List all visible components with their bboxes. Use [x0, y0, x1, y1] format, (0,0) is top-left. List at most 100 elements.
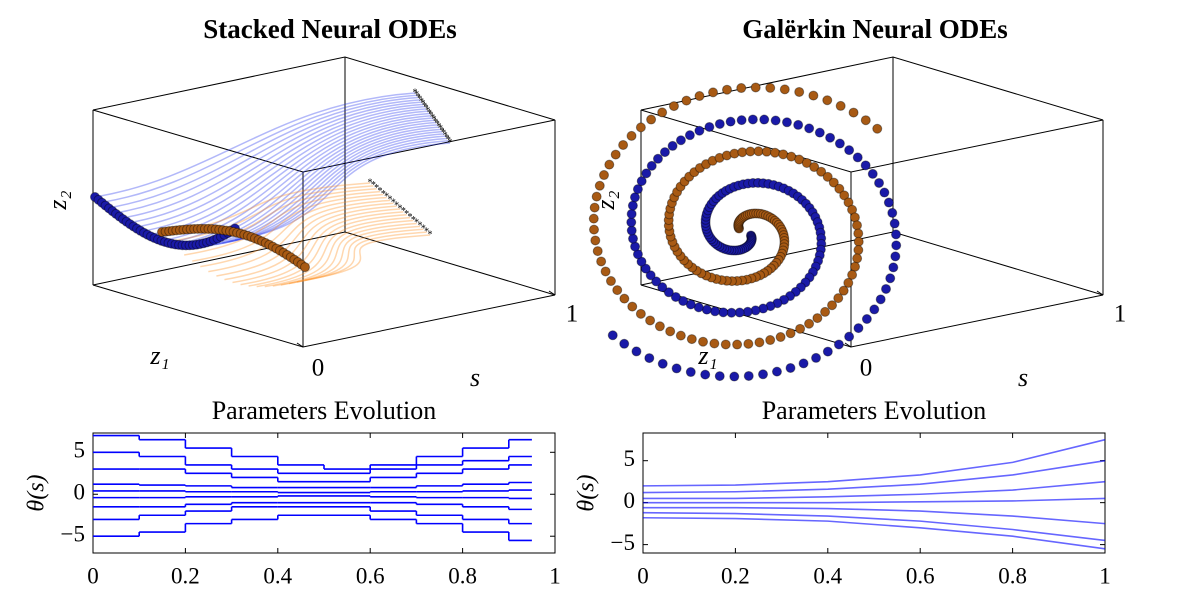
state-point [718, 307, 729, 318]
trajectory [280, 225, 421, 286]
state-point [646, 160, 657, 171]
state-point [709, 338, 720, 349]
end-marker: * [428, 110, 433, 121]
state-point [675, 135, 686, 146]
trajectory [264, 219, 414, 288]
state-point [670, 291, 681, 302]
state-point [645, 315, 656, 326]
state-point [726, 307, 737, 318]
state-point [628, 233, 639, 244]
state-point [675, 330, 686, 341]
state-point [844, 145, 855, 156]
state-point [644, 353, 655, 364]
trajectory [190, 126, 439, 249]
state-point [804, 123, 815, 134]
state-point [785, 328, 796, 339]
state-point [652, 153, 663, 164]
y-axis-label: z₁ [149, 341, 169, 370]
series-line [642, 459, 1106, 494]
state-point [833, 293, 844, 304]
state-point [685, 367, 696, 378]
state-point [827, 300, 838, 311]
state-point [636, 256, 647, 267]
state-point [626, 225, 637, 236]
state-point [860, 115, 871, 126]
end-marker: * [436, 121, 441, 132]
state-point [887, 207, 898, 218]
state-point [879, 187, 890, 198]
end-marker: * [424, 226, 429, 237]
state-point [732, 339, 743, 350]
state-point [881, 283, 892, 294]
state-point [657, 358, 668, 369]
trajectory [113, 99, 420, 214]
state-point [770, 115, 781, 126]
state-point [860, 160, 871, 171]
chart-title: Stacked Neural ODEs [203, 14, 457, 44]
trajectory [107, 96, 419, 209]
state-point [839, 190, 850, 201]
trajectory [234, 142, 451, 241]
chart-title: Galërkin Neural ODEs [742, 14, 1008, 44]
state-point [851, 220, 862, 231]
state-point [822, 171, 833, 182]
x-tick [844, 342, 852, 348]
state-point [736, 115, 747, 126]
state-point [721, 84, 732, 95]
state-point [600, 266, 611, 277]
state-point [867, 168, 878, 179]
series-line [643, 480, 1106, 500]
state-point [747, 114, 758, 125]
end-marker: * [433, 117, 438, 128]
state-point [811, 352, 822, 363]
state-point [729, 371, 740, 382]
state-point [794, 86, 805, 97]
state-point [775, 332, 786, 343]
x-axis-label: s [1018, 363, 1028, 392]
end-marker: * [394, 200, 399, 211]
state-point [779, 84, 790, 95]
state-point [853, 245, 864, 256]
x-tick-label: 1 [1099, 563, 1111, 588]
state-point [629, 192, 640, 203]
state-point [753, 146, 764, 157]
state-point [847, 269, 858, 280]
end-marker: * [388, 195, 393, 206]
state-point [710, 306, 721, 317]
state-point [604, 159, 615, 170]
state-point [641, 168, 652, 179]
state-point [861, 314, 872, 325]
state-point [793, 119, 804, 130]
trajectory [216, 202, 394, 277]
state-point [619, 293, 630, 304]
state-point [885, 273, 896, 284]
state-point [743, 338, 754, 349]
state-point [684, 130, 695, 141]
state-point [720, 339, 731, 350]
x-tick-label: 0.2 [171, 563, 200, 588]
trajectory [208, 199, 391, 273]
end-marker: * [441, 128, 446, 139]
y-tick-label: 5 [74, 438, 86, 463]
state-point [771, 366, 782, 377]
x-tick-label: 0.6 [356, 563, 385, 588]
state-point [596, 256, 607, 267]
x-tick-label: 1 [1114, 301, 1127, 328]
end-marker: * [435, 119, 440, 130]
end-marker: * [430, 112, 435, 123]
state-point [869, 304, 880, 315]
state-point [657, 282, 668, 293]
x-tick-label: 0.8 [448, 563, 477, 588]
chart-title: Parameters Evolution [212, 396, 437, 425]
trajectory [215, 135, 446, 246]
state-point [812, 313, 823, 324]
state-point [668, 101, 679, 112]
state-point [685, 299, 696, 310]
state-point [640, 263, 651, 274]
state-point [698, 336, 709, 347]
state-point [890, 229, 901, 240]
series-line [642, 438, 1106, 487]
trajectory [145, 110, 428, 237]
state-point [626, 217, 637, 228]
y-axis-label: z₁ [697, 341, 717, 370]
